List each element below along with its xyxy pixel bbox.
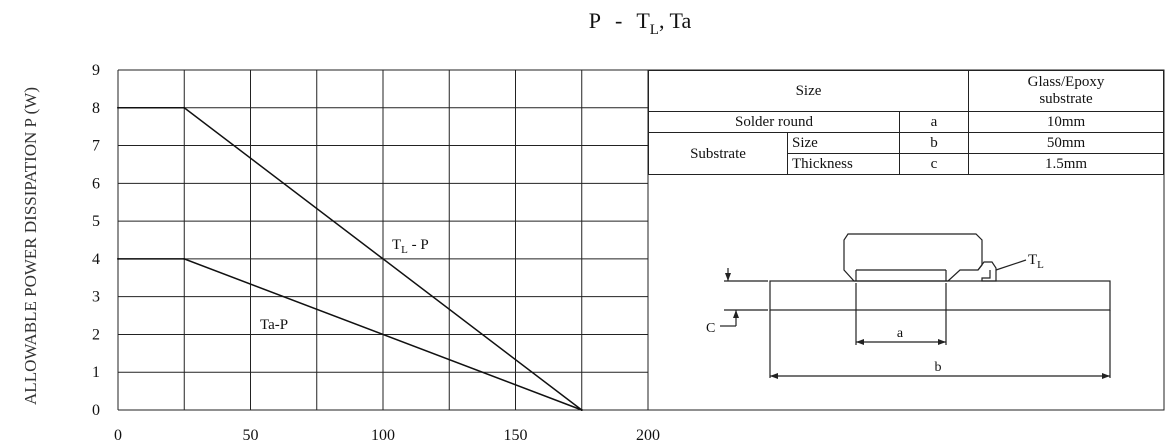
table-header-row: Size Glass/Epoxy substrate: [648, 70, 1164, 112]
series-point-1: [580, 409, 583, 411]
y-tick-label: 2: [92, 326, 100, 343]
y-tick-label: 1: [92, 364, 100, 381]
chart-title: P - TL, Ta: [589, 8, 692, 38]
table-row: Substrate Size b 50mm: [648, 132, 1164, 175]
lead-temp-label: TL: [1028, 252, 1044, 271]
y-tick-label: 4: [92, 251, 100, 268]
package-lead: [977, 261, 997, 282]
glass-epoxy-header: Glass/Epoxy substrate: [968, 70, 1164, 112]
glass-epoxy-line1: Glass/Epoxy: [1027, 74, 1105, 90]
series-label-tl-p: TL - P: [392, 237, 429, 256]
row-value: 10mm: [968, 111, 1164, 133]
series-point-1: [183, 257, 186, 260]
table-row: Solder round a 10mm: [648, 111, 1164, 133]
x-tick-label: 0: [114, 427, 122, 444]
row-value: 50mm: [968, 132, 1164, 154]
row-symbol: b: [899, 132, 969, 154]
package-body: [843, 233, 983, 282]
x-tick-label: 150: [504, 427, 528, 444]
y-tick-label: 8: [92, 100, 100, 117]
y-tick-label: 3: [92, 289, 100, 306]
series-point-1: [117, 257, 119, 260]
y-axis-label: ALLOWABLE POWER DISSIPATION P (W): [21, 87, 40, 405]
row-label: Solder round: [648, 111, 900, 133]
series-label-ta-p: Ta-P: [260, 317, 288, 333]
x-tick-label: 200: [636, 427, 660, 444]
series-point-0: [117, 106, 119, 109]
y-tick-label: 6: [92, 175, 100, 192]
row-value: 1.5mm: [968, 153, 1164, 175]
dimension-label-c: C: [706, 321, 715, 336]
row-label: Size: [787, 132, 900, 154]
substrate-group-label: Substrate: [648, 132, 788, 175]
x-tick-label: 50: [243, 427, 259, 444]
y-tick-label: 7: [92, 138, 100, 155]
y-tick-label: 5: [92, 213, 100, 230]
substrate-spec-table: Size Glass/Epoxy substrate Solder round …: [648, 70, 1164, 175]
row-symbol: c: [899, 153, 969, 175]
y-tick-label: 9: [92, 62, 100, 79]
x-tick-label: 100: [371, 427, 395, 444]
glass-epoxy-line2: substrate: [1039, 91, 1093, 107]
dimension-label-a: a: [897, 326, 904, 341]
series-point-0: [183, 106, 186, 109]
package-diagram: [720, 233, 1111, 378]
size-header: Size: [648, 70, 969, 112]
table-row: Thickness c 1.5mm: [649, 153, 1164, 175]
row-label: Thickness: [787, 153, 900, 175]
row-symbol: a: [899, 111, 969, 133]
y-tick-label: 0: [92, 402, 100, 419]
substrate-outline: [769, 280, 1111, 311]
dimension-label-b: b: [935, 360, 942, 375]
